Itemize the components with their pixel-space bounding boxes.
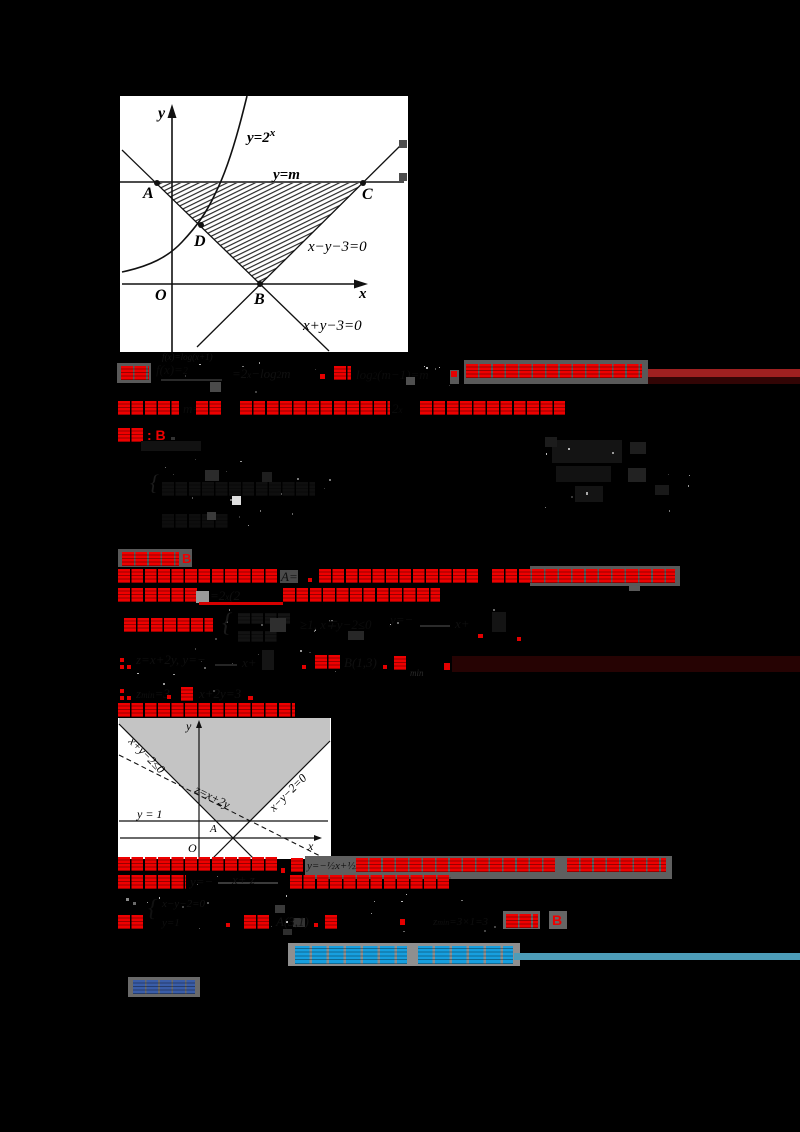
svg-text:D: D xyxy=(193,233,206,250)
svg-text:y: y xyxy=(185,719,192,733)
svg-text:y=2x: y=2x xyxy=(245,127,276,146)
svg-text:x: x xyxy=(358,286,367,302)
svg-text:y: y xyxy=(156,105,166,122)
svg-text:x: x xyxy=(307,839,314,853)
svg-text:y=m: y=m xyxy=(271,167,300,183)
svg-text:x−y−3=0: x−y−3=0 xyxy=(307,239,367,255)
svg-text:A: A xyxy=(142,185,154,202)
svg-text:y = 1: y = 1 xyxy=(136,807,162,821)
svg-text:A: A xyxy=(209,823,217,835)
svg-text:x+y−3=0: x+y−3=0 xyxy=(302,318,362,334)
svg-text:O: O xyxy=(155,287,167,304)
svg-text:B: B xyxy=(253,291,265,308)
svg-text:C: C xyxy=(362,186,373,203)
svg-text:O: O xyxy=(188,841,197,855)
